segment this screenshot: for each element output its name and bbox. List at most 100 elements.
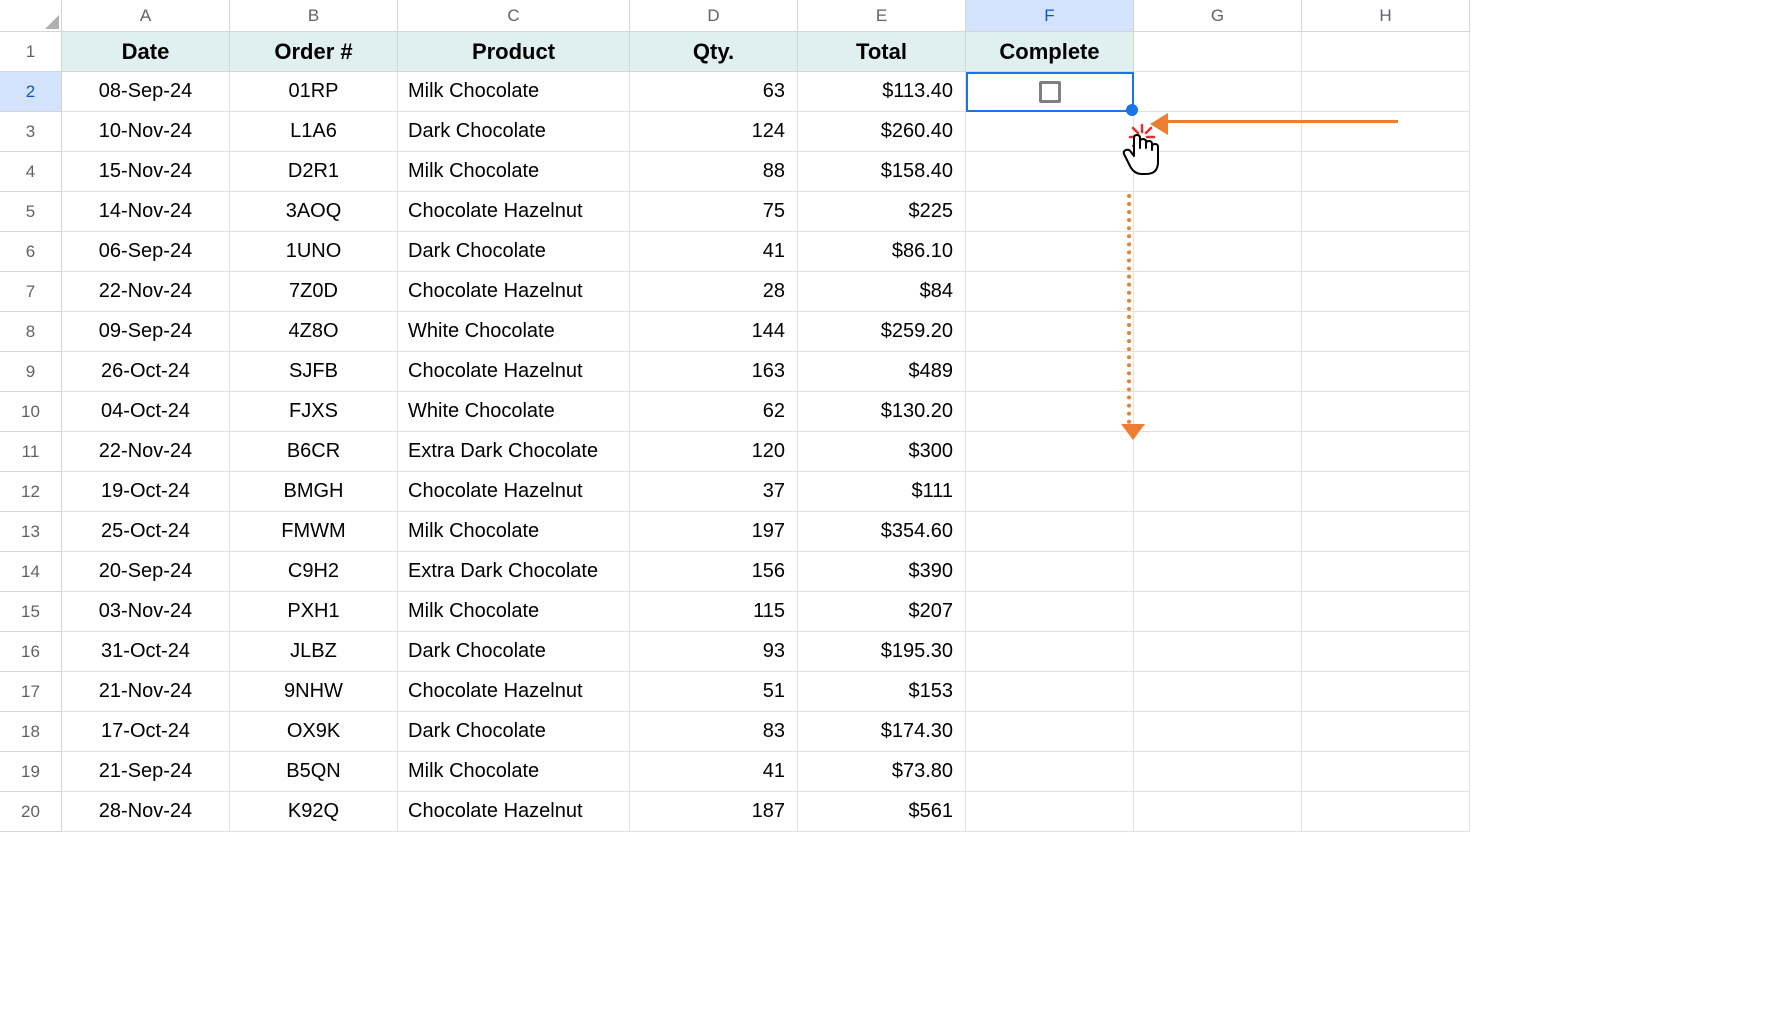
row-header-15[interactable]: 15	[0, 592, 62, 632]
cell-F10[interactable]	[966, 392, 1134, 432]
cell-B3[interactable]: L1A6	[230, 112, 398, 152]
cell-C3[interactable]: Dark Chocolate	[398, 112, 630, 152]
cell-H7[interactable]	[1302, 272, 1470, 312]
cell-A7[interactable]: 22-Nov-24	[62, 272, 230, 312]
cell-G20[interactable]	[1134, 792, 1302, 832]
row-header-7[interactable]: 7	[0, 272, 62, 312]
cell-C10[interactable]: White Chocolate	[398, 392, 630, 432]
cell-G2[interactable]	[1134, 72, 1302, 112]
cell-H17[interactable]	[1302, 672, 1470, 712]
cell-B7[interactable]: 7Z0D	[230, 272, 398, 312]
cell-E5[interactable]: $225	[798, 192, 966, 232]
cell-A11[interactable]: 22-Nov-24	[62, 432, 230, 472]
cell-F12[interactable]	[966, 472, 1134, 512]
cell-B19[interactable]: B5QN	[230, 752, 398, 792]
cell-H8[interactable]	[1302, 312, 1470, 352]
cell-C14[interactable]: Extra Dark Chocolate	[398, 552, 630, 592]
cell-A10[interactable]: 04-Oct-24	[62, 392, 230, 432]
cell-B10[interactable]: FJXS	[230, 392, 398, 432]
cell-F15[interactable]	[966, 592, 1134, 632]
cell-C19[interactable]: Milk Chocolate	[398, 752, 630, 792]
cell-H19[interactable]	[1302, 752, 1470, 792]
cell-H4[interactable]	[1302, 152, 1470, 192]
cell-D19[interactable]: 41	[630, 752, 798, 792]
cell-G16[interactable]	[1134, 632, 1302, 672]
cell-G14[interactable]	[1134, 552, 1302, 592]
cell-F5[interactable]	[966, 192, 1134, 232]
cell-A19[interactable]: 21-Sep-24	[62, 752, 230, 792]
cell-A8[interactable]: 09-Sep-24	[62, 312, 230, 352]
cell-F14[interactable]	[966, 552, 1134, 592]
cell-F6[interactable]	[966, 232, 1134, 272]
row-header-1[interactable]: 1	[0, 32, 62, 72]
cell-A2[interactable]: 08-Sep-24	[62, 72, 230, 112]
cell-E2[interactable]: $113.40	[798, 72, 966, 112]
cell-G13[interactable]	[1134, 512, 1302, 552]
cell-D18[interactable]: 83	[630, 712, 798, 752]
row-header-3[interactable]: 3	[0, 112, 62, 152]
cell-B16[interactable]: JLBZ	[230, 632, 398, 672]
cell-D20[interactable]: 187	[630, 792, 798, 832]
cell-C8[interactable]: White Chocolate	[398, 312, 630, 352]
cell-B13[interactable]: FMWM	[230, 512, 398, 552]
cell-B4[interactable]: D2R1	[230, 152, 398, 192]
cell-C13[interactable]: Milk Chocolate	[398, 512, 630, 552]
cell-H13[interactable]	[1302, 512, 1470, 552]
cell-D2[interactable]: 63	[630, 72, 798, 112]
row-header-20[interactable]: 20	[0, 792, 62, 832]
cell-F16[interactable]	[966, 632, 1134, 672]
row-header-5[interactable]: 5	[0, 192, 62, 232]
cell-E8[interactable]: $259.20	[798, 312, 966, 352]
cell-E19[interactable]: $73.80	[798, 752, 966, 792]
row-header-9[interactable]: 9	[0, 352, 62, 392]
cell-C20[interactable]: Chocolate Hazelnut	[398, 792, 630, 832]
cell-B14[interactable]: C9H2	[230, 552, 398, 592]
row-header-14[interactable]: 14	[0, 552, 62, 592]
cell-H10[interactable]	[1302, 392, 1470, 432]
cell-E9[interactable]: $489	[798, 352, 966, 392]
cell-F3[interactable]	[966, 112, 1134, 152]
cell-H5[interactable]	[1302, 192, 1470, 232]
cell-F20[interactable]	[966, 792, 1134, 832]
row-header-8[interactable]: 8	[0, 312, 62, 352]
row-header-2[interactable]: 2	[0, 72, 62, 112]
row-header-18[interactable]: 18	[0, 712, 62, 752]
cell-A3[interactable]: 10-Nov-24	[62, 112, 230, 152]
cell-B6[interactable]: 1UNO	[230, 232, 398, 272]
cell-A16[interactable]: 31-Oct-24	[62, 632, 230, 672]
cell-D9[interactable]: 163	[630, 352, 798, 392]
cell-B11[interactable]: B6CR	[230, 432, 398, 472]
cell-D12[interactable]: 37	[630, 472, 798, 512]
cell-B9[interactable]: SJFB	[230, 352, 398, 392]
cell-B15[interactable]: PXH1	[230, 592, 398, 632]
cell-G6[interactable]	[1134, 232, 1302, 272]
cell-D14[interactable]: 156	[630, 552, 798, 592]
cell-H20[interactable]	[1302, 792, 1470, 832]
select-all-corner[interactable]	[0, 0, 62, 32]
cell-F8[interactable]	[966, 312, 1134, 352]
cell-G11[interactable]	[1134, 432, 1302, 472]
cell-B20[interactable]: K92Q	[230, 792, 398, 832]
column-header-D[interactable]: D	[630, 0, 798, 32]
cell-G18[interactable]	[1134, 712, 1302, 752]
cell-A13[interactable]: 25-Oct-24	[62, 512, 230, 552]
cell-A5[interactable]: 14-Nov-24	[62, 192, 230, 232]
cell-E4[interactable]: $158.40	[798, 152, 966, 192]
cell-E20[interactable]: $561	[798, 792, 966, 832]
cell-E7[interactable]: $84	[798, 272, 966, 312]
cell-E12[interactable]: $111	[798, 472, 966, 512]
cell-E6[interactable]: $86.10	[798, 232, 966, 272]
cell-C6[interactable]: Dark Chocolate	[398, 232, 630, 272]
cell-E3[interactable]: $260.40	[798, 112, 966, 152]
cell-C16[interactable]: Dark Chocolate	[398, 632, 630, 672]
cell-D8[interactable]: 144	[630, 312, 798, 352]
cell-F18[interactable]	[966, 712, 1134, 752]
spreadsheet-grid[interactable]: ABCDEFGH1DateOrder #ProductQty.TotalComp…	[0, 0, 1792, 832]
cell-A20[interactable]: 28-Nov-24	[62, 792, 230, 832]
cell-G5[interactable]	[1134, 192, 1302, 232]
cell-G15[interactable]	[1134, 592, 1302, 632]
cell-G12[interactable]	[1134, 472, 1302, 512]
cell-E18[interactable]: $174.30	[798, 712, 966, 752]
cell-A12[interactable]: 19-Oct-24	[62, 472, 230, 512]
cell-B12[interactable]: BMGH	[230, 472, 398, 512]
